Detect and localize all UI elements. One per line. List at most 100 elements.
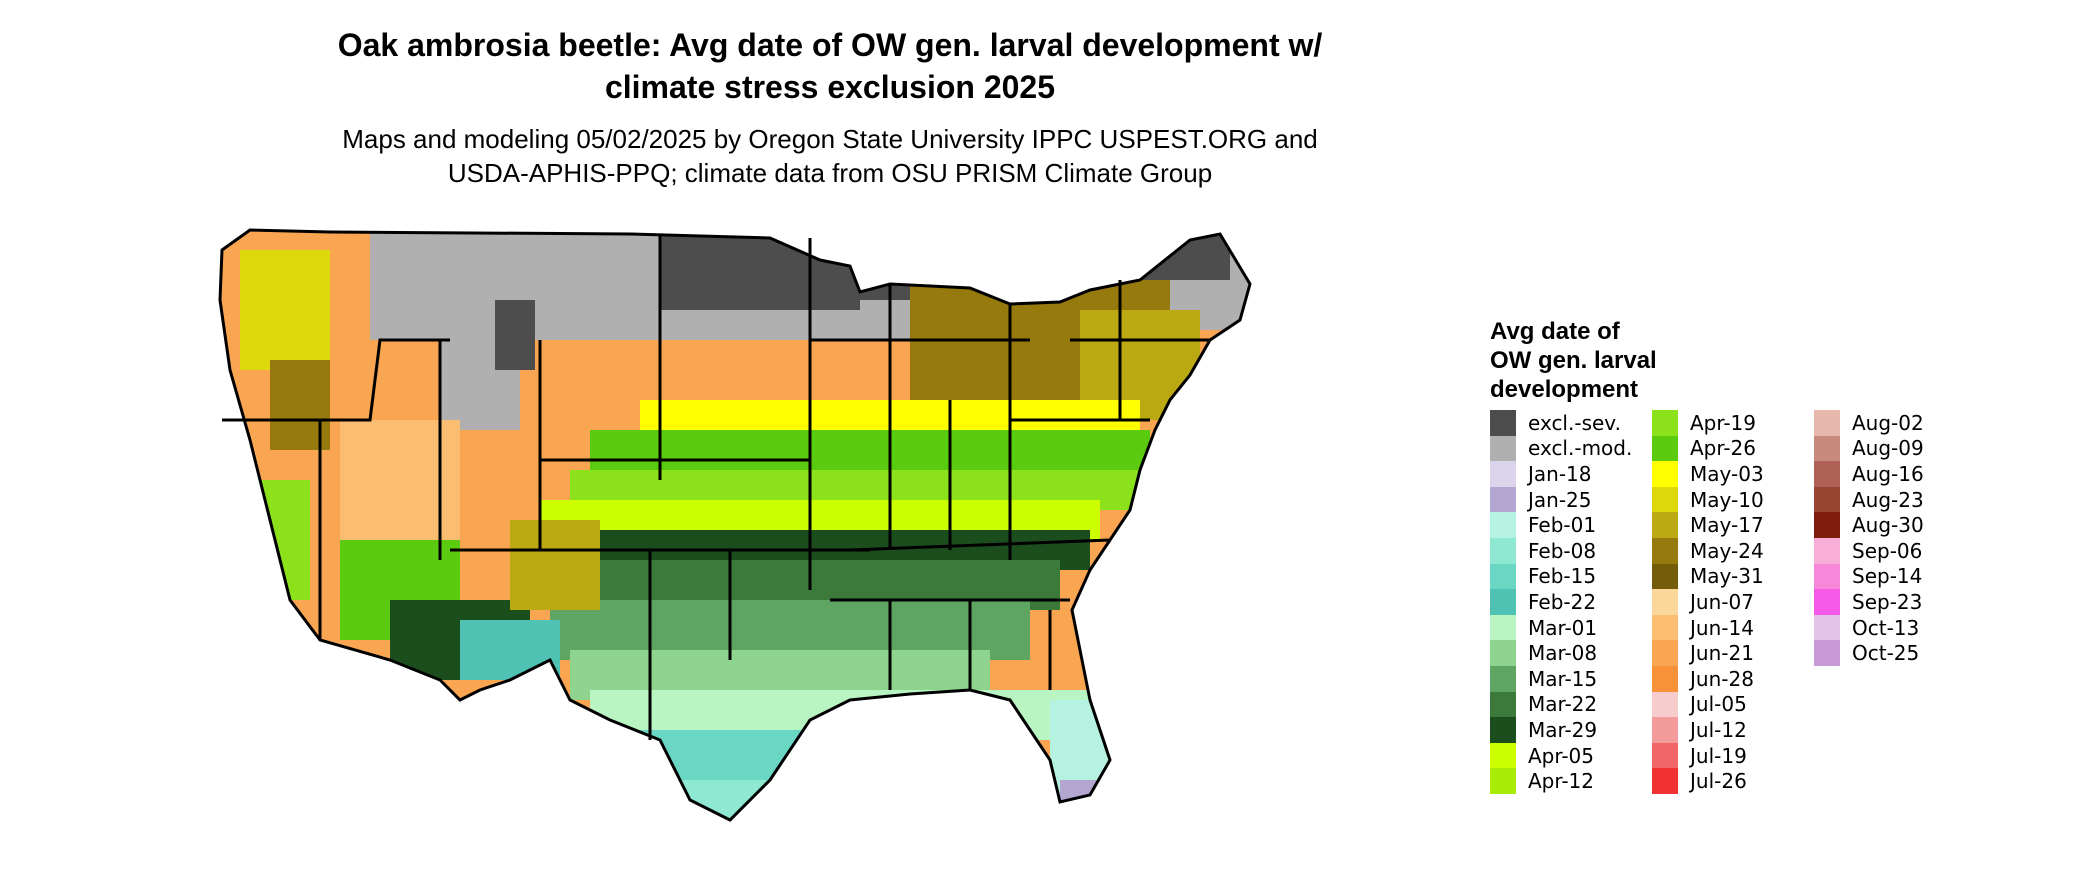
legend-item: Mar-08	[1490, 640, 1652, 666]
legend-item: Feb-15	[1490, 563, 1652, 590]
map-title: Oak ambrosia beetle: Avg date of OW gen.…	[180, 24, 1480, 108]
legend-item: Mar-22	[1490, 691, 1652, 718]
legend-swatch	[1652, 461, 1678, 487]
legend-label: Jun-14	[1690, 615, 1754, 640]
legend-item: Aug-16	[1814, 461, 1976, 487]
legend-label: May-31	[1690, 564, 1764, 589]
legend-item: Jul-12	[1652, 717, 1814, 743]
legend-label: Mar-15	[1528, 666, 1598, 691]
legend-swatch	[1652, 768, 1678, 794]
legend-swatch	[1490, 717, 1516, 743]
legend-item: Jun-28	[1652, 665, 1814, 692]
legend-item: Jul-05	[1652, 691, 1814, 718]
legend-swatch	[1490, 742, 1516, 769]
legend-swatch	[1490, 410, 1516, 436]
legend-label: Feb-22	[1528, 589, 1597, 614]
legend-item: Aug-23	[1814, 486, 1976, 513]
legend-swatch	[1652, 486, 1678, 513]
legend-swatch	[1814, 486, 1840, 513]
legend-item: Aug-09	[1814, 435, 1976, 462]
legend-swatch	[1490, 512, 1516, 538]
legend-swatch	[1652, 435, 1678, 462]
legend-item: Jan-25	[1490, 486, 1652, 513]
legend-label: Aug-09	[1852, 436, 1924, 461]
map-subtitle-line-2: USDA-APHIS-PPQ; climate data from OSU PR…	[447, 158, 1213, 188]
legend-swatch	[1652, 512, 1678, 538]
legend-swatch	[1490, 665, 1516, 692]
legend-swatch	[1652, 537, 1678, 564]
legend-swatch	[1490, 486, 1516, 513]
legend-swatch	[1490, 435, 1516, 462]
legend-label: Aug-02	[1852, 410, 1924, 435]
legend-item: excl.-mod.	[1490, 435, 1652, 462]
legend-title-line-2: OW gen. larval	[1490, 347, 1657, 374]
legend-item: Aug-02	[1814, 410, 1976, 436]
legend-swatch	[1490, 640, 1516, 666]
legend-swatch	[1652, 742, 1678, 769]
legend-swatch	[1652, 563, 1678, 590]
legend-label: Aug-23	[1852, 487, 1924, 512]
legend-item: May-10	[1652, 486, 1814, 513]
legend-label: Jul-05	[1690, 692, 1747, 717]
legend-label: excl.-mod.	[1528, 436, 1633, 461]
legend-label: Mar-08	[1528, 641, 1598, 666]
legend-item: May-17	[1652, 512, 1814, 538]
legend-item: Sep-23	[1814, 589, 1976, 615]
legend-label: Feb-08	[1528, 538, 1597, 563]
legend-label: May-24	[1690, 538, 1764, 563]
state-borders	[218, 228, 1252, 822]
legend-label: Apr-05	[1528, 743, 1594, 768]
legend-item: Jun-14	[1652, 614, 1814, 641]
legend-item: Apr-19	[1652, 410, 1814, 436]
legend-title: Avg date of OW gen. larval development	[1490, 317, 1750, 404]
legend-item: Jun-21	[1652, 640, 1814, 666]
legend-swatch	[1490, 563, 1516, 590]
legend-label: Aug-30	[1852, 513, 1924, 538]
legend-item: Aug-30	[1814, 512, 1976, 538]
legend-swatch	[1814, 410, 1840, 436]
legend-label: Apr-19	[1690, 410, 1756, 435]
legend-item: Sep-06	[1814, 537, 1976, 564]
legend-item: Oct-25	[1814, 640, 1976, 666]
legend-swatch	[1652, 589, 1678, 615]
legend: excl.-sev. excl.-mod. Jan-18 Jan-25 Feb-01 Fe…	[1490, 410, 1976, 794]
legend-label: Apr-12	[1528, 769, 1594, 794]
legend-swatch	[1652, 614, 1678, 641]
legend-item: Mar-29	[1490, 717, 1652, 743]
legend-swatch	[1814, 512, 1840, 538]
legend-swatch	[1652, 665, 1678, 692]
legend-swatch	[1652, 640, 1678, 666]
legend-label: Jan-25	[1528, 487, 1592, 512]
map-subtitle: Maps and modeling 05/02/2025 by Oregon S…	[180, 122, 1480, 190]
legend-label: Apr-26	[1690, 436, 1756, 461]
legend-item: Apr-12	[1490, 768, 1652, 794]
legend-column: excl.-sev. excl.-mod. Jan-18 Jan-25 Feb-01 Fe…	[1490, 410, 1652, 794]
legend-item: Jul-26	[1652, 768, 1814, 794]
legend-item: Feb-08	[1490, 537, 1652, 564]
legend-label: Feb-01	[1528, 513, 1597, 538]
legend-label: Oct-13	[1852, 615, 1920, 640]
legend-item: excl.-sev.	[1490, 410, 1652, 436]
legend-label: May-10	[1690, 487, 1764, 512]
legend-swatch	[1814, 563, 1840, 590]
legend-item: Sep-14	[1814, 563, 1976, 590]
legend-item: Mar-15	[1490, 665, 1652, 692]
legend-label: Feb-15	[1528, 564, 1597, 589]
legend-label: Mar-01	[1528, 615, 1598, 640]
legend-swatch	[1814, 461, 1840, 487]
legend-item: Feb-22	[1490, 589, 1652, 615]
legend-item: Apr-05	[1490, 742, 1652, 769]
legend-item: Jul-19	[1652, 742, 1814, 769]
legend-item: Jan-18	[1490, 461, 1652, 487]
legend-title-line-1: Avg date of	[1490, 318, 1620, 345]
legend-swatch	[1814, 589, 1840, 615]
legend-item: Feb-01	[1490, 512, 1652, 538]
legend-swatch	[1814, 640, 1840, 666]
legend-label: May-17	[1690, 513, 1764, 538]
legend-swatch	[1652, 410, 1678, 436]
legend-swatch	[1652, 717, 1678, 743]
us-map	[218, 228, 1252, 822]
legend-label: Jun-07	[1690, 589, 1754, 614]
legend-item: Oct-13	[1814, 614, 1976, 641]
map-title-line-1: Oak ambrosia beetle: Avg date of OW gen.…	[337, 27, 1323, 63]
